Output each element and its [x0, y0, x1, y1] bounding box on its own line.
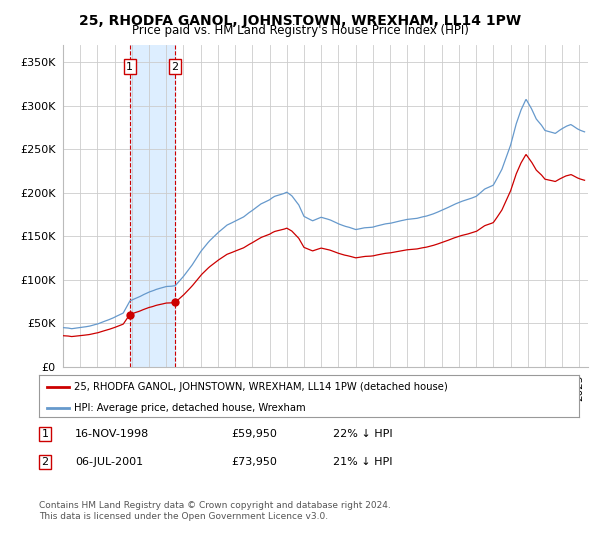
Text: 25, RHODFA GANOL, JOHNSTOWN, WREXHAM, LL14 1PW (detached house): 25, RHODFA GANOL, JOHNSTOWN, WREXHAM, LL…	[74, 382, 448, 392]
Text: HPI: Average price, detached house, Wrexham: HPI: Average price, detached house, Wrex…	[74, 403, 306, 413]
Text: 2: 2	[172, 62, 179, 72]
Text: 1: 1	[126, 62, 133, 72]
Text: £59,950: £59,950	[231, 429, 277, 439]
Text: Contains HM Land Registry data © Crown copyright and database right 2024.
This d: Contains HM Land Registry data © Crown c…	[39, 501, 391, 521]
Text: 06-JUL-2001: 06-JUL-2001	[75, 457, 143, 467]
Bar	[130, 45, 175, 367]
Text: 16-NOV-1998: 16-NOV-1998	[75, 429, 149, 439]
Text: 25, RHODFA GANOL, JOHNSTOWN, WREXHAM, LL14 1PW: 25, RHODFA GANOL, JOHNSTOWN, WREXHAM, LL…	[79, 14, 521, 28]
Text: 22% ↓ HPI: 22% ↓ HPI	[333, 429, 392, 439]
Text: 1: 1	[41, 429, 49, 439]
Text: Price paid vs. HM Land Registry's House Price Index (HPI): Price paid vs. HM Land Registry's House …	[131, 24, 469, 36]
Text: £73,950: £73,950	[231, 457, 277, 467]
Text: 21% ↓ HPI: 21% ↓ HPI	[333, 457, 392, 467]
Text: 2: 2	[41, 457, 49, 467]
